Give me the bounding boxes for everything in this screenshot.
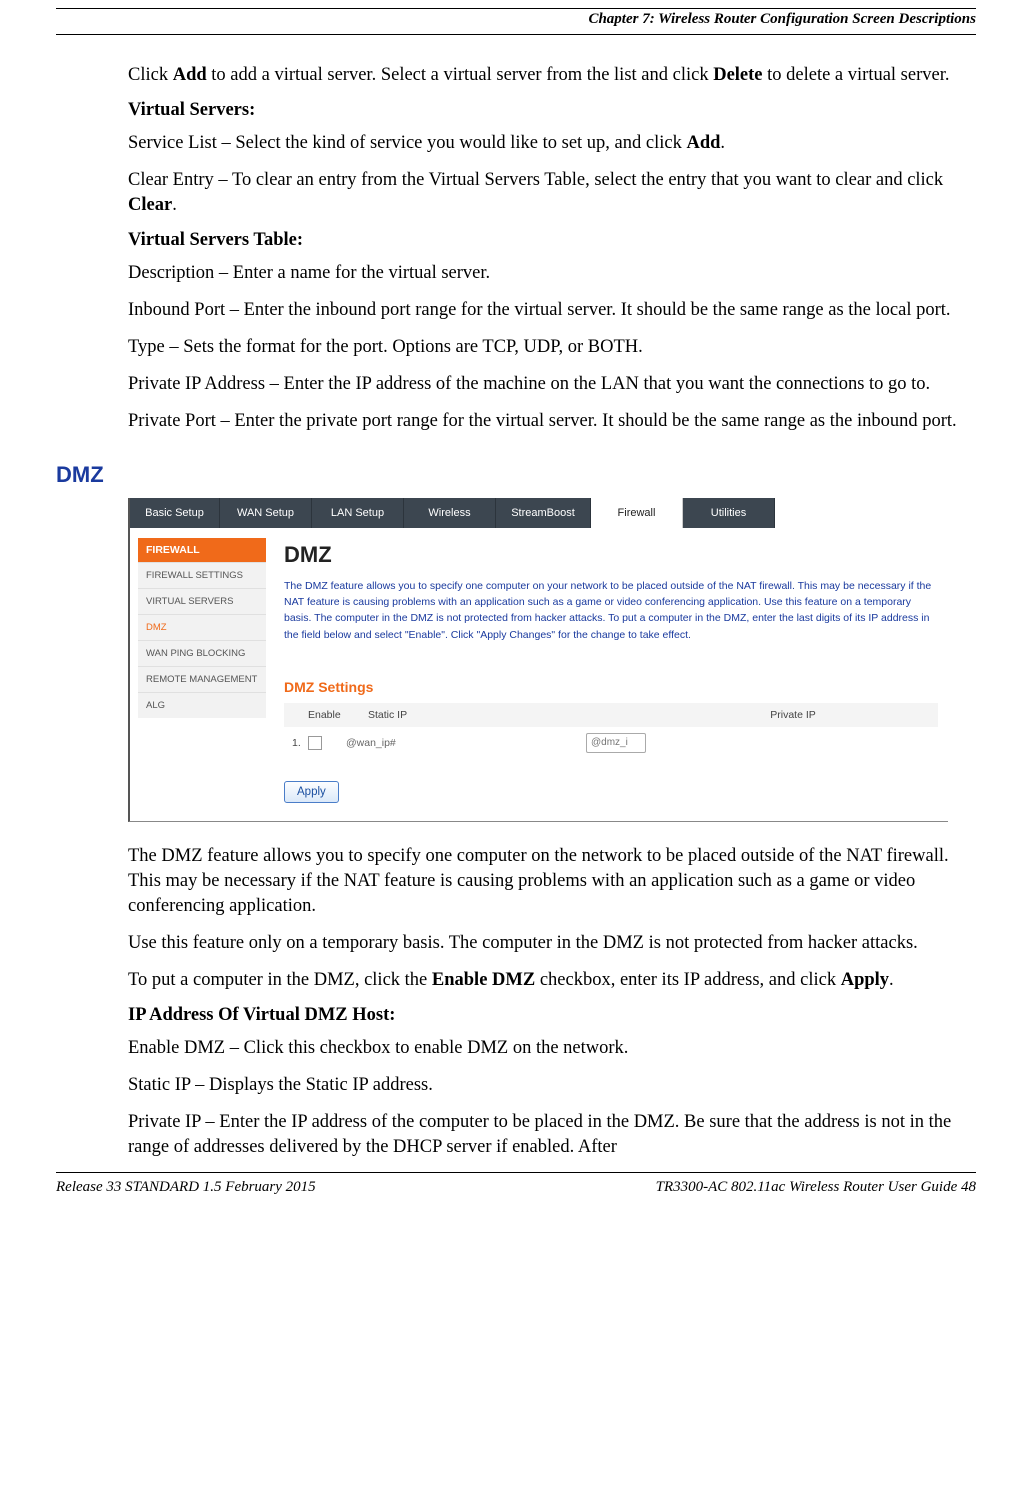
dmz-settings-title: DMZ Settings <box>284 679 938 695</box>
ip-address-heading: IP Address Of Virtual DMZ Host: <box>128 1005 966 1026</box>
sidebar-item-virtual-servers[interactable]: VIRTUAL SERVERS <box>138 588 266 614</box>
col-static-ip: Static IP <box>368 709 648 721</box>
text: Clear Entry – To clear an entry from the… <box>128 170 943 190</box>
text: Service List – Select the kind of servic… <box>128 133 686 153</box>
static-ip-para: Static IP – Displays the Static IP addre… <box>128 1073 966 1098</box>
sidebar-item-wan-ping-blocking[interactable]: WAN PING BLOCKING <box>138 640 266 666</box>
dmz-section-title: DMZ <box>56 462 966 488</box>
private-port-para: Private Port – Enter the private port ra… <box>128 409 966 434</box>
panel-title-dmz: DMZ <box>284 542 938 568</box>
row-index: 1. <box>292 737 308 749</box>
enable-dmz-para: Enable DMZ – Click this checkbox to enab… <box>128 1036 966 1061</box>
page-header: Chapter 7: Wireless Router Configuration… <box>56 11 976 35</box>
sidebar-item-dmz[interactable]: DMZ <box>138 614 266 640</box>
apply-button[interactable]: Apply <box>284 781 339 803</box>
tab-utilities[interactable]: Utilities <box>683 498 775 528</box>
dmz-row-1: 1. @wan_ip# <box>284 727 938 759</box>
bold-clear: Clear <box>128 195 172 215</box>
panel-description: The DMZ feature allows you to specify on… <box>284 578 938 643</box>
virtual-servers-table-heading: Virtual Servers Table: <box>128 230 966 251</box>
intro-para: Click Add to add a virtual server. Selec… <box>128 63 966 88</box>
service-list-para: Service List – Select the kind of servic… <box>128 131 966 156</box>
bold-add: Add <box>173 65 207 85</box>
sidebar-item-remote-management[interactable]: REMOTE MANAGEMENT <box>138 666 266 692</box>
text: to add a virtual server. Select a virtua… <box>207 65 714 85</box>
enable-dmz-checkbox[interactable] <box>308 736 322 750</box>
dmz-para-2: Use this feature only on a temporary bas… <box>128 931 966 956</box>
page-footer: Release 33 STANDARD 1.5 February 2015 TR… <box>56 1173 976 1196</box>
bold-apply: Apply <box>841 970 889 990</box>
virtual-servers-heading: Virtual Servers: <box>128 100 966 121</box>
private-ip-input[interactable] <box>586 733 646 753</box>
bold-add: Add <box>686 133 720 153</box>
tab-row: Basic Setup WAN Setup LAN Setup Wireless… <box>130 498 948 528</box>
text: Click <box>128 65 173 85</box>
settings-header-row: Enable Static IP Private IP <box>284 703 938 727</box>
firewall-sidebar: FIREWALL FIREWALL SETTINGS VIRTUAL SERVE… <box>138 538 266 803</box>
tab-lan-setup[interactable]: LAN Setup <box>312 498 404 528</box>
col-enable: Enable <box>308 709 368 721</box>
sidebar-head-firewall: FIREWALL <box>138 538 266 562</box>
main-panel: DMZ The DMZ feature allows you to specif… <box>284 538 948 803</box>
tab-wan-setup[interactable]: WAN Setup <box>220 498 312 528</box>
private-ip-dmz-para: Private IP – Enter the IP address of the… <box>128 1110 966 1160</box>
sidebar-item-firewall-settings[interactable]: FIREWALL SETTINGS <box>138 562 266 588</box>
inbound-port-para: Inbound Port – Enter the inbound port ra… <box>128 298 966 323</box>
description-para: Description – Enter a name for the virtu… <box>128 261 966 286</box>
clear-entry-para: Clear Entry – To clear an entry from the… <box>128 168 966 218</box>
col-private-ip: Private IP <box>648 709 938 721</box>
text: . <box>172 195 177 215</box>
text: To put a computer in the DMZ, click the <box>128 970 432 990</box>
tab-basic-setup[interactable]: Basic Setup <box>130 498 220 528</box>
dmz-para-1: The DMZ feature allows you to specify on… <box>128 844 966 919</box>
bold-enable-dmz: Enable DMZ <box>432 970 535 990</box>
bold-delete: Delete <box>713 65 762 85</box>
text: to delete a virtual server. <box>763 65 950 85</box>
dmz-para-3: To put a computer in the DMZ, click the … <box>128 968 966 993</box>
text: checkbox, enter its IP address, and clic… <box>535 970 841 990</box>
sidebar-item-alg[interactable]: ALG <box>138 692 266 718</box>
router-ui-screenshot: Basic Setup WAN Setup LAN Setup Wireless… <box>128 498 948 822</box>
type-para: Type – Sets the format for the port. Opt… <box>128 335 966 360</box>
text: . <box>720 133 725 153</box>
tab-wireless[interactable]: Wireless <box>404 498 496 528</box>
tab-firewall[interactable]: Firewall <box>591 498 683 528</box>
private-ip-para: Private IP Address – Enter the IP addres… <box>128 372 966 397</box>
wan-ip-label: @wan_ip# <box>346 737 586 749</box>
footer-left: Release 33 STANDARD 1.5 February 2015 <box>56 1179 316 1196</box>
tab-streamboost[interactable]: StreamBoost <box>496 498 591 528</box>
text: . <box>889 970 894 990</box>
footer-right: TR3300-AC 802.11ac Wireless Router User … <box>656 1179 976 1196</box>
